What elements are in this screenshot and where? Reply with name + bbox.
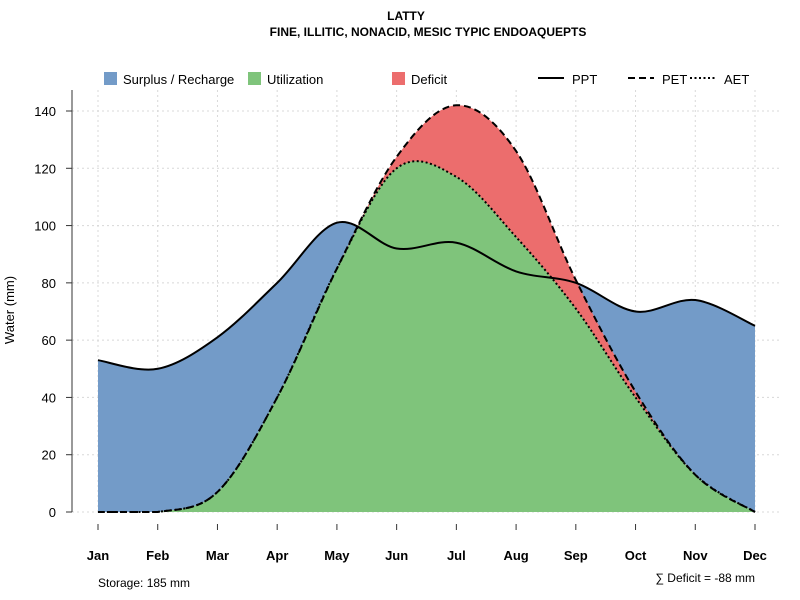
y-tick-label: 40 bbox=[42, 390, 56, 405]
y-tick-label: 0 bbox=[49, 505, 56, 520]
legend-label: Surplus / Recharge bbox=[123, 72, 234, 87]
x-tick-label: Apr bbox=[266, 548, 288, 563]
x-tick-label: Nov bbox=[683, 548, 708, 563]
x-tick-label: Jun bbox=[385, 548, 408, 563]
x-tick-label: May bbox=[324, 548, 350, 563]
x-tick-label: Aug bbox=[503, 548, 528, 563]
chart-title: LATTY bbox=[387, 9, 425, 23]
legend-label: AET bbox=[724, 72, 749, 87]
y-tick-label: 80 bbox=[42, 276, 56, 291]
aet-line bbox=[97, 160, 756, 513]
deficit-annotation: ∑ Deficit = -88 mm bbox=[655, 571, 755, 585]
x-tick-label: Jul bbox=[447, 548, 466, 563]
legend-label: PPT bbox=[572, 72, 597, 87]
legend-label: Utilization bbox=[267, 72, 323, 87]
legend-label: Deficit bbox=[411, 72, 448, 87]
x-tick-label: Jan bbox=[87, 548, 109, 563]
lines bbox=[97, 104, 756, 513]
storage-annotation: Storage: 185 mm bbox=[98, 576, 190, 590]
x-tick-label: Mar bbox=[206, 548, 229, 563]
y-tick-label: 120 bbox=[34, 161, 56, 176]
utilization-area bbox=[98, 161, 755, 512]
y-tick-label: 60 bbox=[42, 333, 56, 348]
legend: Surplus / Recharge Utilization Deficit PPT P… bbox=[104, 72, 749, 87]
x-tick-label: Oct bbox=[625, 548, 647, 563]
x-tick-label: Sep bbox=[564, 548, 588, 563]
y-axis-label: Water (mm) bbox=[2, 276, 17, 344]
legend-swatch bbox=[248, 72, 261, 85]
y-tick-label: 100 bbox=[34, 219, 56, 234]
areas bbox=[98, 105, 755, 512]
ppt-line bbox=[97, 220, 756, 371]
y-tick-label: 140 bbox=[34, 104, 56, 119]
chart-subtitle: FINE, ILLITIC, NONACID, MESIC TYPIC ENDO… bbox=[270, 25, 587, 39]
x-tick-label: Dec bbox=[743, 548, 767, 563]
x-tick-label: Feb bbox=[146, 548, 169, 563]
legend-swatch bbox=[104, 72, 117, 85]
axes: 0 20 40 60 80 100 120 140 Jan Feb Mar Apr May Jun Jul A… bbox=[34, 90, 767, 563]
y-tick-label: 20 bbox=[42, 448, 56, 463]
legend-swatch bbox=[392, 72, 405, 85]
legend-label: PET bbox=[662, 72, 687, 87]
